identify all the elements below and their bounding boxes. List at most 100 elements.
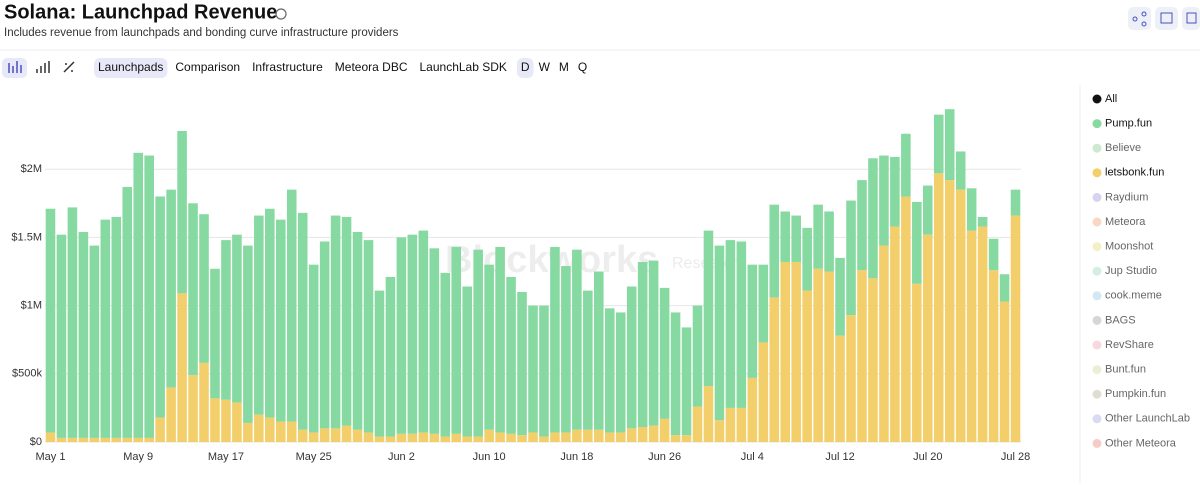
bar-segment	[835, 257, 845, 336]
bar-segment	[188, 375, 198, 442]
bar-segment	[780, 261, 791, 442]
legend-label[interactable]: Other Meteora	[1105, 437, 1177, 449]
bar-segment	[758, 264, 769, 343]
bar-segment	[791, 261, 801, 442]
bar-segment	[988, 238, 999, 271]
bar-segment	[857, 270, 867, 442]
embed-button[interactable]	[1155, 7, 1178, 30]
bar-segment	[539, 305, 549, 437]
bar-segment	[484, 264, 494, 430]
bar-segment	[604, 432, 615, 442]
legend-marker	[1092, 192, 1102, 202]
bar-segment	[210, 398, 220, 442]
interval-tab[interactable]: W	[539, 60, 551, 74]
tab[interactable]: Launchpads	[98, 60, 163, 74]
bar-segment	[944, 109, 955, 181]
legend-marker	[1092, 242, 1102, 252]
bar-segment	[703, 230, 714, 387]
interval-tab[interactable]: D	[521, 60, 530, 74]
legend-label[interactable]: Other LaunchLab	[1105, 413, 1190, 425]
bar-segment	[868, 278, 878, 442]
legend-marker	[1092, 217, 1102, 227]
download-button[interactable]	[1182, 7, 1200, 30]
y-tick-label: $500k	[12, 368, 42, 380]
interval-tab[interactable]: Q	[578, 60, 587, 74]
legend-label[interactable]: RevShare	[1105, 339, 1154, 351]
bar-segment	[615, 432, 626, 442]
bar-segment	[879, 245, 889, 442]
bar-segment	[681, 435, 692, 442]
bar-segment	[1010, 215, 1021, 442]
bar-segment	[747, 264, 758, 378]
legend-marker	[1092, 315, 1102, 325]
legend-label[interactable]: Raydium	[1105, 191, 1148, 203]
legend-label[interactable]: letsbonk.fun	[1105, 167, 1164, 179]
bar-segment	[824, 211, 834, 272]
legend-marker	[1092, 414, 1102, 424]
bar-segment	[813, 268, 823, 442]
interval-tab[interactable]: M	[559, 60, 569, 74]
x-tick-label: May 9	[123, 451, 153, 463]
legend-label[interactable]: cook.meme	[1105, 290, 1162, 302]
bar-segment	[286, 421, 297, 442]
tab[interactable]: Meteora DBC	[335, 60, 408, 74]
bar-icon	[8, 61, 22, 73]
bar-segment	[275, 219, 286, 422]
tab[interactable]: Comparison	[175, 60, 240, 74]
bar-segment	[243, 422, 253, 442]
bar-segment	[89, 437, 100, 442]
bar-segment	[330, 215, 341, 429]
legend-label[interactable]: Moonshot	[1105, 241, 1153, 253]
bar-segment	[550, 246, 560, 433]
bar-segment	[890, 156, 900, 227]
bar-segment	[297, 212, 308, 430]
bar-segment	[637, 261, 648, 427]
bar-segment	[429, 433, 440, 442]
column-type-button[interactable]	[36, 61, 50, 73]
bar-segment	[374, 290, 385, 437]
bar-segment	[111, 216, 122, 438]
legend-label[interactable]: Bunt.fun	[1105, 364, 1146, 376]
tab[interactable]: Infrastructure	[252, 60, 323, 74]
bar-segment	[308, 432, 319, 442]
bar-segment	[155, 196, 165, 418]
legend-label[interactable]: Jup Studio	[1105, 265, 1157, 277]
bar-segment	[45, 208, 56, 433]
bar-segment	[780, 211, 791, 262]
legend-label[interactable]: Meteora	[1105, 216, 1146, 228]
toolbar: Launchpads Comparison Infrastructure Meteor…	[94, 58, 587, 78]
bar-segment	[210, 268, 220, 399]
legend-label[interactable]: Believe	[1105, 142, 1141, 154]
x-tick-label: Jun 26	[648, 451, 681, 463]
bar-segment	[517, 291, 527, 436]
bar-segment	[802, 290, 812, 442]
legend-marker	[1092, 438, 1102, 448]
legend-label[interactable]: Pump.fun	[1105, 118, 1152, 130]
bar-segment	[736, 241, 747, 408]
bar-segment	[330, 428, 341, 442]
bar-segment	[56, 437, 67, 442]
bar-segment	[626, 428, 637, 442]
legend-label[interactable]: All	[1105, 93, 1117, 105]
bar-segment	[67, 437, 78, 442]
bar-segment	[999, 301, 1010, 442]
bar-segment	[297, 429, 308, 442]
share-icon	[1141, 11, 1147, 17]
bar-segment	[319, 241, 330, 429]
bar-type-button[interactable]	[2, 58, 27, 78]
tab[interactable]: LaunchLab SDK	[420, 60, 507, 74]
bar-segment	[692, 305, 703, 407]
legend: All Pump.fun Believe letsbonk.fun Raydium Met…	[1092, 93, 1190, 449]
percent-type-button[interactable]	[63, 61, 75, 73]
bar-segment	[232, 234, 242, 403]
bar-segment	[506, 276, 516, 434]
bar-segment	[955, 189, 966, 442]
bar-segment	[199, 214, 209, 363]
share-button[interactable]	[1128, 7, 1151, 30]
info-icon[interactable]	[275, 8, 287, 20]
bar-segment	[473, 249, 483, 437]
bar-segment	[955, 151, 966, 190]
legend-label[interactable]: BAGS	[1105, 314, 1136, 326]
legend-label[interactable]: Pumpkin.fun	[1105, 388, 1166, 400]
bar-segment	[341, 216, 352, 426]
